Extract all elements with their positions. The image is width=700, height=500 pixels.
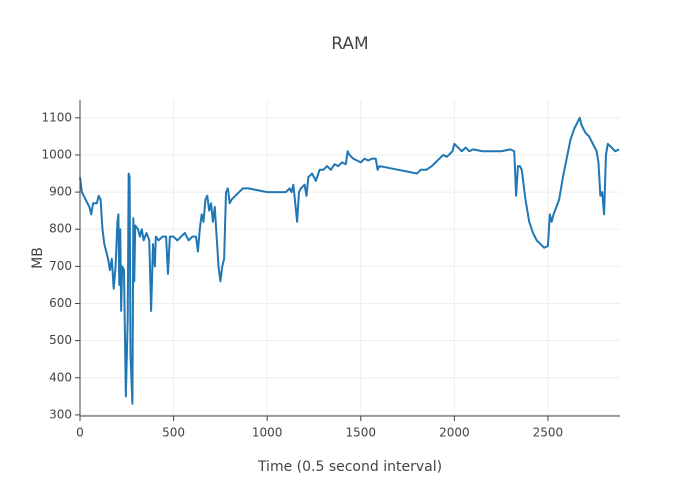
plot-area — [79, 116, 620, 405]
x-tick-label: 0 — [76, 426, 84, 440]
x-tick-label: 2000 — [439, 426, 470, 440]
y-tick-label: 600 — [49, 296, 72, 310]
x-tick-label: 1000 — [252, 426, 283, 440]
y-tick-label: 400 — [49, 370, 72, 384]
y-tick-label: 700 — [49, 259, 72, 273]
y-tick-label: 500 — [49, 333, 72, 347]
x-tick-label: 500 — [162, 426, 185, 440]
y-tick-label: 1000 — [41, 147, 72, 161]
x-tick-label: 2500 — [533, 426, 564, 440]
y-tick-label: 900 — [49, 185, 72, 199]
y-tick-label: 1100 — [41, 110, 72, 124]
x-tick-label: 1500 — [345, 426, 376, 440]
y-tick-label: 300 — [49, 407, 72, 421]
grid — [79, 100, 620, 416]
y-axis-label: MB — [30, 247, 46, 269]
chart-title: RAM — [331, 34, 368, 54]
line-series — [79, 116, 620, 405]
y-tick-label: 800 — [49, 222, 72, 236]
x-axis-label: Time (0.5 second interval) — [257, 459, 442, 475]
